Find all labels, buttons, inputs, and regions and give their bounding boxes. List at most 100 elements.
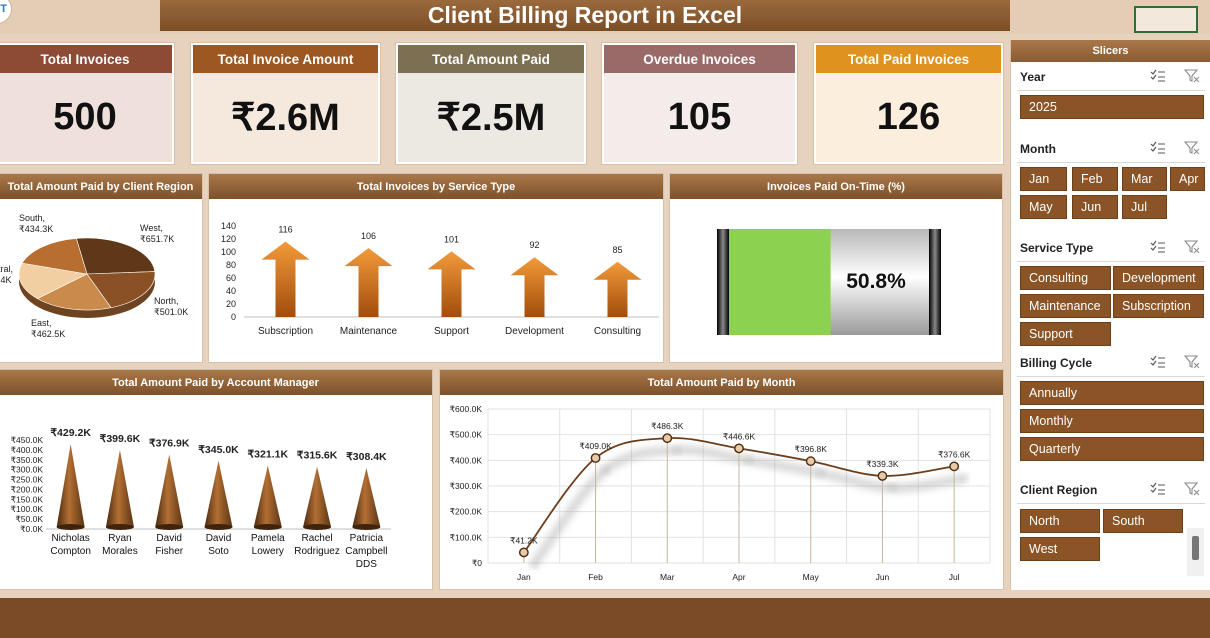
x-tick-label: Jun bbox=[876, 572, 890, 582]
kpi-total-paid-invoices: Total Paid Invoices 126 bbox=[814, 43, 1003, 164]
cone-base bbox=[253, 524, 282, 530]
y-tick-label: ₹500.0K bbox=[450, 430, 483, 440]
data-point bbox=[662, 433, 673, 444]
bar-consulting bbox=[593, 261, 642, 317]
slicer-item-service-type-support[interactable]: Support bbox=[1020, 322, 1111, 346]
slicer-scrollbar[interactable] bbox=[1187, 528, 1204, 576]
x-tick-label: Patricia Campbell DDS bbox=[345, 533, 387, 570]
data-label: ₹486.3K bbox=[651, 421, 684, 431]
slicer-item-client-region-north[interactable]: North bbox=[1020, 509, 1100, 533]
y-tick-label: ₹100.0K bbox=[11, 504, 44, 514]
slicer-title-month: Month bbox=[1020, 142, 1056, 156]
multi-select-icon[interactable] bbox=[1150, 69, 1166, 83]
logo: T bbox=[0, 0, 12, 24]
bar-maintenance bbox=[344, 248, 393, 317]
slicer-item-service-type-maintenance[interactable]: Maintenance bbox=[1020, 294, 1111, 318]
slicer-title-client-region: Client Region bbox=[1020, 483, 1098, 497]
cone-base bbox=[105, 524, 134, 530]
cone-base bbox=[155, 524, 184, 530]
panel-title: Invoices Paid On-Time (%) bbox=[670, 174, 1002, 199]
clear-filter-icon[interactable] bbox=[1184, 69, 1200, 83]
data-label: 85 bbox=[612, 245, 622, 255]
marker-shadow bbox=[745, 456, 753, 465]
data-point bbox=[877, 471, 888, 481]
kpi-total-invoices: Total Invoices 500 bbox=[0, 43, 174, 164]
slicer-item-month-jul[interactable]: Jul bbox=[1122, 195, 1167, 219]
manager-chart-panel: Total Amount Paid by Account Manager ₹0.… bbox=[0, 369, 433, 590]
x-tick-label: Jan bbox=[517, 572, 531, 582]
slicer-item-billing-cycle-quarterly[interactable]: Quarterly bbox=[1020, 437, 1204, 461]
slicer-item-service-type-development[interactable]: Development bbox=[1113, 266, 1204, 290]
marker-shadow bbox=[888, 483, 897, 492]
x-tick-label: May bbox=[803, 572, 820, 582]
marker-shadow bbox=[673, 446, 682, 455]
service-chart-panel: Total Invoices by Service Type 0 20 40 60 80… bbox=[208, 173, 664, 363]
y-tick-label: ₹300.0K bbox=[11, 465, 44, 475]
slicer-item-month-jun[interactable]: Jun bbox=[1072, 195, 1118, 219]
clear-filter-icon[interactable] bbox=[1184, 240, 1200, 254]
data-point bbox=[518, 547, 529, 558]
x-tick-label: David Soto bbox=[206, 533, 232, 557]
multi-select-icon[interactable] bbox=[1150, 141, 1166, 155]
slicer-title-billing-cycle: Billing Cycle bbox=[1020, 356, 1093, 370]
pie-slice-south bbox=[21, 238, 88, 275]
slicer-item-month-feb[interactable]: Feb bbox=[1072, 167, 1118, 191]
bar-development bbox=[510, 257, 559, 317]
data-label: ₹446.6K bbox=[723, 431, 756, 441]
slicer-item-billing-cycle-monthly[interactable]: Monthly bbox=[1020, 409, 1204, 433]
clear-filter-icon[interactable] bbox=[1184, 141, 1200, 155]
x-tick-label: Feb bbox=[588, 572, 603, 582]
y-tick-label: 40 bbox=[226, 286, 236, 296]
y-tick-label: ₹300.0K bbox=[450, 481, 483, 491]
slicer-item-service-type-consulting[interactable]: Consulting bbox=[1020, 266, 1111, 290]
marker-shadow bbox=[960, 474, 969, 483]
slicer-item-month-apr[interactable]: Apr bbox=[1170, 167, 1205, 191]
slicer-item-month-may[interactable]: May bbox=[1020, 195, 1067, 219]
slicer-item-client-region-south[interactable]: South bbox=[1103, 509, 1183, 533]
kpi-label: Total Paid Invoices bbox=[816, 45, 1001, 73]
slicer-item-month-mar[interactable]: Mar bbox=[1122, 167, 1167, 191]
clear-filter-icon[interactable] bbox=[1184, 482, 1200, 496]
slicer-divider bbox=[1017, 261, 1205, 262]
kpi-overdue-invoices: Overdue Invoices 105 bbox=[602, 43, 797, 164]
x-tick-label: Apr bbox=[732, 572, 745, 582]
service-bar-chart: 0 20 40 60 80 100 120 140 116 Subscription 106 Main… bbox=[221, 221, 659, 337]
slicer-divider bbox=[1017, 376, 1205, 377]
data-label: 92 bbox=[529, 240, 539, 250]
marker-shadow bbox=[601, 466, 610, 475]
bar-subscription bbox=[261, 241, 310, 317]
x-tick-label: Ryan Morales bbox=[102, 533, 138, 557]
kpi-total-amount-paid: Total Amount Paid ₹2.5M bbox=[396, 43, 586, 164]
gauge-value-label: 50.8% bbox=[846, 270, 906, 293]
multi-select-icon[interactable] bbox=[1150, 482, 1166, 496]
data-label: ₹345.0K bbox=[198, 444, 239, 456]
data-label: ₹376.6K bbox=[938, 449, 971, 459]
y-tick-label: 0 bbox=[231, 312, 236, 322]
slicer-item-service-type-subscription[interactable]: Subscription bbox=[1113, 294, 1204, 318]
data-label: ₹315.6K bbox=[297, 450, 338, 462]
y-tick-label: 140 bbox=[221, 221, 236, 231]
slicer-divider bbox=[1017, 503, 1205, 504]
gauge-cap-right bbox=[929, 229, 941, 335]
cone-bar bbox=[253, 465, 282, 527]
kpi-label: Total Amount Paid bbox=[398, 45, 584, 73]
scroll-thumb[interactable] bbox=[1192, 536, 1199, 560]
panel-title: Total Amount Paid by Account Manager bbox=[0, 370, 432, 395]
slicer-item-year-2025[interactable]: 2025 bbox=[1020, 95, 1204, 119]
report-title-bar: Client Billing Report in Excel bbox=[160, 0, 1010, 31]
pie-slice-north bbox=[86, 271, 156, 309]
slicer-item-billing-cycle-annually[interactable]: Annually bbox=[1020, 381, 1204, 405]
multi-select-icon[interactable] bbox=[1150, 240, 1166, 254]
kpi-label: Total Invoice Amount bbox=[193, 45, 378, 73]
slicer-item-client-region-west[interactable]: West bbox=[1020, 537, 1100, 561]
slicer-divider bbox=[1017, 162, 1205, 163]
kpi-total-invoice-amount: Total Invoice Amount ₹2.6M bbox=[191, 43, 380, 164]
region-pie-chart: West,₹651.7K North,₹501.0K East,₹462.5K ntr… bbox=[0, 213, 188, 339]
multi-select-icon[interactable] bbox=[1150, 355, 1166, 369]
clear-filter-icon[interactable] bbox=[1184, 355, 1200, 369]
selected-cell[interactable] bbox=[1134, 6, 1198, 33]
y-tick-label: ₹400.0K bbox=[450, 455, 483, 465]
bar-support bbox=[427, 251, 476, 317]
slicer-item-month-jan[interactable]: Jan bbox=[1020, 167, 1067, 191]
y-tick-label: ₹200.0K bbox=[11, 484, 44, 494]
